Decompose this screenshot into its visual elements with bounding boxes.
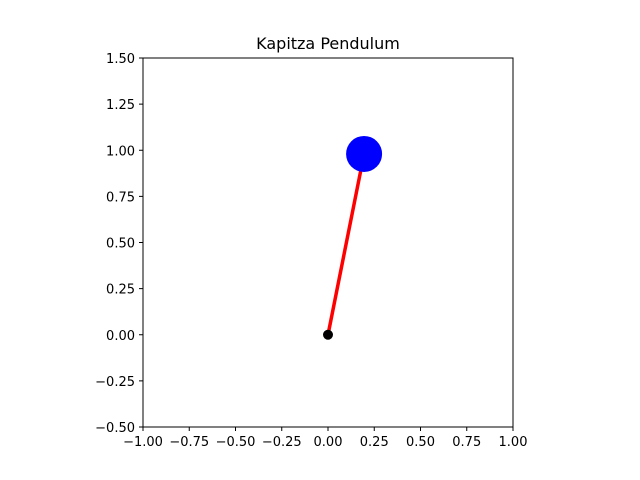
x-tick-label: −0.75 xyxy=(169,435,209,450)
x-tick-label: −0.25 xyxy=(262,435,302,450)
y-tick-label: 1.50 xyxy=(106,52,135,67)
x-tick-label: −1.00 xyxy=(123,435,163,450)
y-tick-label: 1.25 xyxy=(106,98,135,113)
y-tick-label: 0.75 xyxy=(106,190,135,205)
pendulum-marks xyxy=(323,135,383,340)
x-axis: −1.00 −0.75 −0.50 −0.25 0.00 0.25 0.50 0.75 1.00 xyxy=(123,427,527,450)
x-tick-label: 0.00 xyxy=(314,435,343,450)
pendulum-bob xyxy=(346,135,383,172)
x-tick-label: 0.75 xyxy=(452,435,481,450)
y-tick-label: −0.50 xyxy=(95,421,135,436)
plot-area-frame xyxy=(142,57,514,428)
x-tick-label: 0.50 xyxy=(406,435,435,450)
y-tick-label: −0.25 xyxy=(95,375,135,390)
y-tick-label: 0.00 xyxy=(106,329,135,344)
x-tick-label: 0.25 xyxy=(360,435,389,450)
chart-title: Kapitza Pendulum xyxy=(256,34,400,53)
pendulum-rod xyxy=(326,153,366,336)
y-tick-label: 0.25 xyxy=(106,283,135,298)
y-tick-label: 0.50 xyxy=(106,237,135,252)
x-tick-label: 1.00 xyxy=(499,435,528,450)
pivot-point xyxy=(323,329,333,340)
y-tick-label: 1.00 xyxy=(106,144,135,159)
y-axis: −0.50 −0.25 0.00 0.25 0.50 0.75 1.00 1.25 1.50 xyxy=(95,52,143,436)
x-tick-label: −0.50 xyxy=(216,435,256,450)
